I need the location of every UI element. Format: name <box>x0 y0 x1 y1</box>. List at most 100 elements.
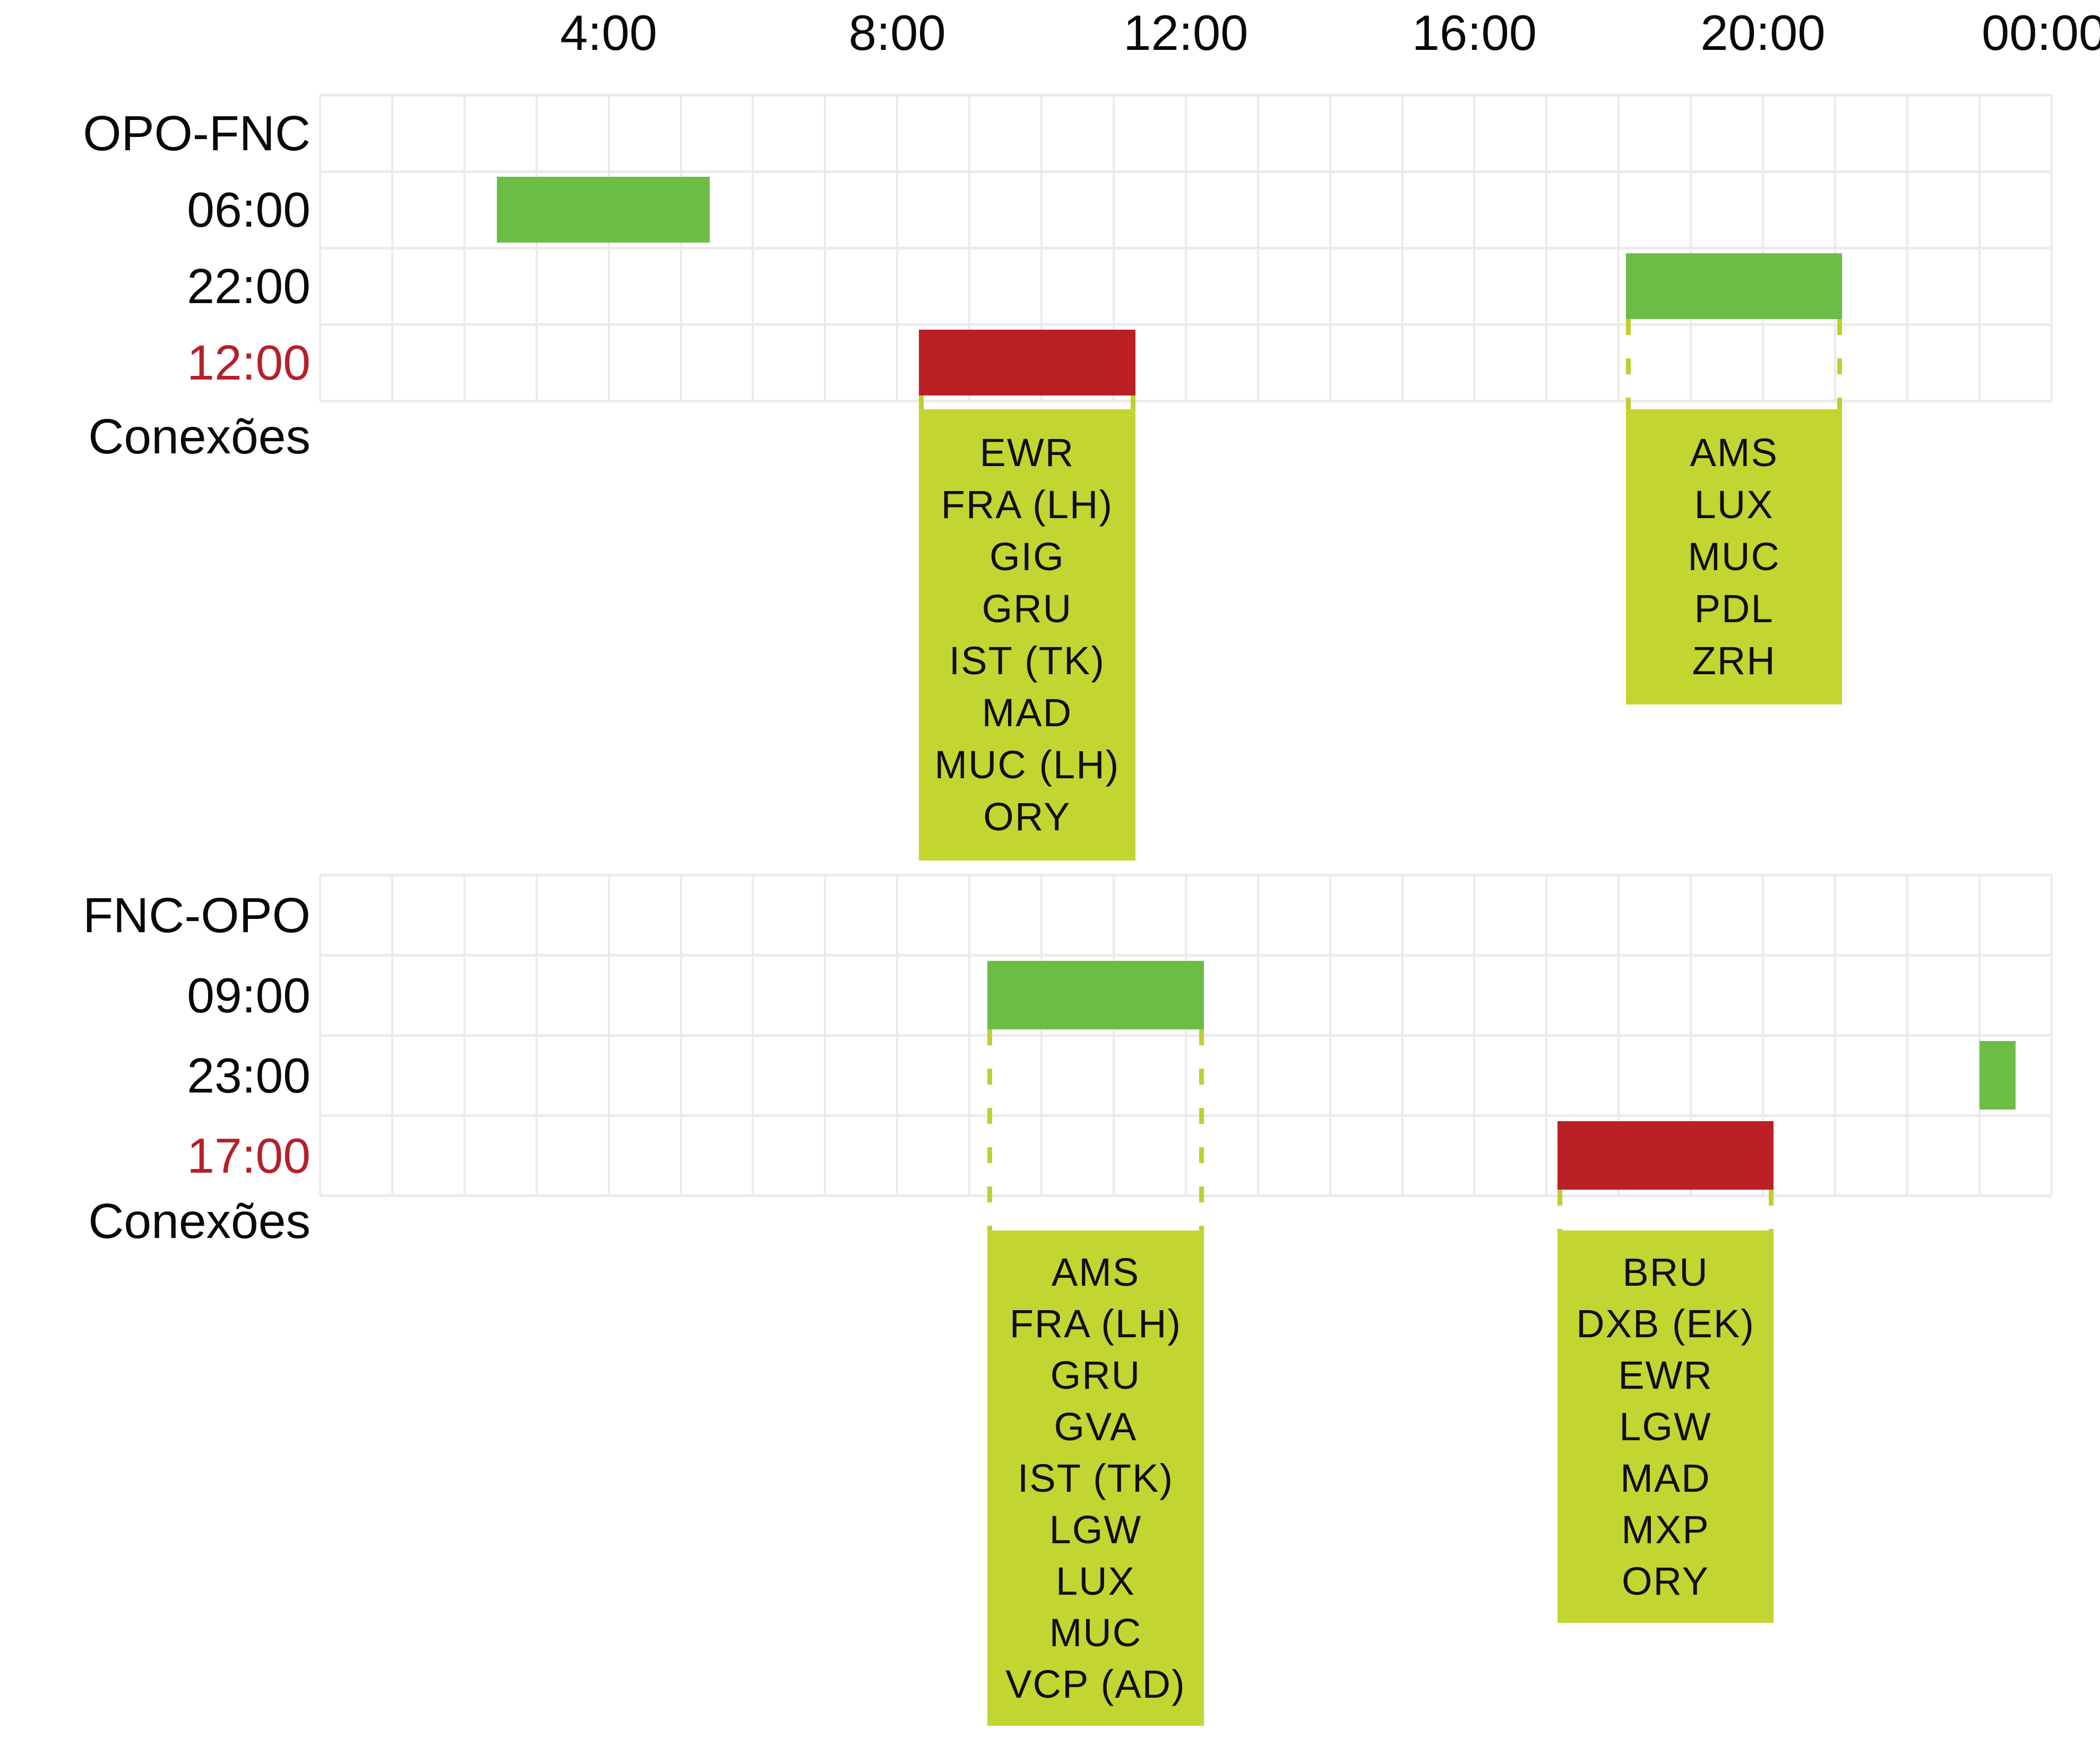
connection-airport: MAD <box>1620 1456 1711 1500</box>
connections-box: EWR FRA (LH) GIG GRU IST (TK) MAD MUC (LH) ORY <box>918 409 1135 861</box>
grid-hour-line <box>1690 875 1692 1196</box>
grid-hour-line <box>1906 95 1908 401</box>
grid-hour-line <box>1834 95 1836 401</box>
grid-hour-line <box>896 95 899 401</box>
grid-hour-line <box>1762 95 1764 401</box>
axis-tick-label: 16:00 <box>1412 5 1537 61</box>
grid-hour-line <box>391 875 393 1196</box>
grid-hour-line <box>1184 95 1187 401</box>
connection-airport: LUX <box>1055 1559 1135 1603</box>
connection-airport: GIG <box>989 535 1065 579</box>
grid-hour-line <box>1978 875 1981 1196</box>
connection-airport: MUC (LH) <box>934 743 1120 787</box>
grid-hour-line <box>463 95 466 401</box>
grid-hour-line <box>896 875 899 1196</box>
axis-tick-label: 00:00 <box>1981 5 2100 61</box>
grid-hour-line <box>968 95 971 401</box>
connection-airport: EWR <box>979 431 1075 475</box>
grid-hour-line <box>1256 95 1259 401</box>
connection-airport: LUX <box>1694 483 1774 527</box>
axis-tick-label: 8:00 <box>848 5 946 61</box>
grid-hour-line <box>1112 875 1115 1196</box>
connection-airport: AMS <box>1051 1250 1140 1294</box>
grid-hour-line <box>1112 95 1115 401</box>
grid-hour-line <box>535 875 538 1196</box>
grid-hour-line <box>1545 875 1548 1196</box>
grid-hour-line <box>1978 95 1981 401</box>
grid-hour-line <box>535 95 538 401</box>
connection-airport: GRU <box>982 587 1073 631</box>
grid-hour-line <box>1473 875 1476 1196</box>
grid-hour-line <box>1329 95 1331 401</box>
connection-airport: PDL <box>1694 587 1774 631</box>
connection-airport: BRU <box>1622 1250 1709 1294</box>
grid-row-line <box>320 399 2052 402</box>
grid-hour-line <box>1834 875 1836 1196</box>
connection-airport: GRU <box>1050 1353 1141 1397</box>
flight-time-label: 23:00 <box>187 1047 311 1103</box>
grid-hour-line <box>319 95 321 401</box>
connector-dash-line <box>987 1029 993 1231</box>
flight-time-label: 09:00 <box>187 967 311 1023</box>
connector-dash-line <box>1625 319 1631 409</box>
connections-box: BRU DXB (EK) EWR LGW MAD MXP ORY <box>1557 1231 1774 1623</box>
connections-label: Conexões <box>88 1193 311 1249</box>
flight-time-label: 22:00 <box>187 259 311 314</box>
grid-hour-line <box>1473 95 1476 401</box>
route-label: FNC-OPO <box>83 887 311 943</box>
grid-hour-line <box>1040 95 1043 401</box>
flight-window-bar <box>987 961 1204 1029</box>
grid-hour-line <box>1329 875 1331 1196</box>
connection-airport: LGW <box>1619 1405 1712 1449</box>
grid-hour-line <box>607 875 610 1196</box>
connection-airport: MUC <box>1049 1611 1142 1655</box>
grid-hour-line <box>463 875 466 1196</box>
connection-airport: IST (TK) <box>1017 1456 1174 1500</box>
grid-hour-line <box>679 875 682 1196</box>
connector-dash-line <box>1769 1190 1774 1231</box>
grid-hour-line <box>1256 875 1259 1196</box>
connector-dash-line <box>1557 1190 1562 1231</box>
grid-hour-line <box>1906 875 1908 1196</box>
flight-window-bar <box>1625 253 1843 319</box>
grid-hour-line <box>1617 875 1620 1196</box>
flight-window-bar <box>1979 1041 2016 1110</box>
flight-window-bar <box>496 177 710 243</box>
connection-airport: VCP (AD) <box>1005 1662 1186 1706</box>
grid-hour-line <box>319 875 321 1196</box>
grid-hour-line <box>1184 875 1187 1196</box>
connection-airport: MXP <box>1621 1508 1710 1552</box>
grid-hour-line <box>607 95 610 401</box>
connection-airport: LGW <box>1049 1508 1142 1552</box>
grid-hour-line <box>752 95 754 401</box>
grid-hour-line <box>1617 95 1620 401</box>
flight-window-bar <box>1557 1121 1774 1190</box>
grid-hour-line <box>824 875 827 1196</box>
grid-row-line <box>320 1194 2052 1197</box>
connector-dash-line <box>918 395 924 409</box>
connection-airport: DXB (EK) <box>1576 1302 1755 1346</box>
axis-tick-label: 20:00 <box>1700 5 1826 61</box>
axis-tick-label: 12:00 <box>1123 5 1249 61</box>
grid-hour-line <box>679 95 682 401</box>
connection-airport: MUC <box>1688 535 1780 579</box>
route-label: OPO-FNC <box>83 106 311 161</box>
grid-hour-line <box>1762 875 1764 1196</box>
connection-airport: FRA (LH) <box>941 483 1113 527</box>
connection-airport: ORY <box>983 795 1071 839</box>
grid-hour-line <box>391 95 393 401</box>
connection-airport: GVA <box>1054 1405 1138 1449</box>
grid-hour-line <box>824 95 827 401</box>
connections-box: AMS FRA (LH) GRU GVA IST (TK) LGW LUX MUC VCP (A… <box>987 1231 1204 1726</box>
grid-hour-line <box>1690 95 1692 401</box>
flight-time-label: 17:00 <box>187 1128 311 1183</box>
axis-tick-label: 4:00 <box>560 5 658 61</box>
connection-airport: AMS <box>1690 431 1778 475</box>
connector-dash-line <box>1837 319 1843 409</box>
grid-hour-line <box>2050 875 2053 1196</box>
connection-airport: ORY <box>1622 1559 1710 1603</box>
connection-airport: IST (TK) <box>949 639 1105 683</box>
grid-hour-line <box>752 875 754 1196</box>
grid-hour-line <box>968 875 971 1196</box>
